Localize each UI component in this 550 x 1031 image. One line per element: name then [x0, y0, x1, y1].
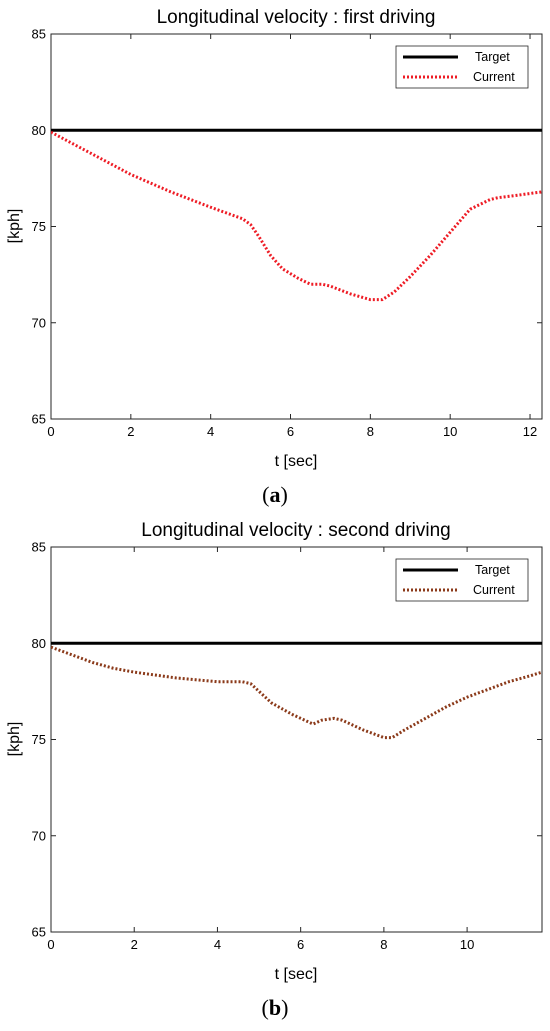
chart-a-legend: Target Current [395, 45, 529, 89]
chart-b-legend-target-label: Target [475, 563, 510, 577]
x-tick-label: 4 [207, 424, 214, 439]
y-tick-label: 65 [32, 412, 46, 427]
x-tick-label: 8 [380, 937, 387, 952]
chart-a-title: Longitudinal velocity : first driving [157, 7, 436, 28]
chart-a-legend-target-label: Target [475, 50, 510, 64]
chart-a-legend-current-label: Current [473, 70, 515, 84]
chart-a-xlabel: t [sec] [275, 453, 318, 470]
y-tick-label: 85 [32, 27, 46, 42]
x-tick-label: 10 [460, 937, 474, 952]
x-tick-label: 2 [131, 937, 138, 952]
chart-a-series [51, 128, 542, 302]
chart-b-series [51, 641, 542, 740]
x-tick-label: 2 [127, 424, 134, 439]
y-tick-label: 70 [32, 315, 46, 330]
chart-b: Longitudinal velocity : second driving 0… [6, 520, 543, 983]
y-tick-label: 75 [32, 732, 46, 747]
chart-a: Longitudinal velocity : first driving 0 2… [6, 7, 543, 470]
chart-b-legend-current-label: Current [473, 583, 515, 597]
x-tick-label: 4 [214, 937, 221, 952]
caption-a: (a) [262, 482, 288, 507]
x-tick-label: 12 [523, 424, 537, 439]
series-line-current [51, 645, 542, 740]
caption-a-letter: a [270, 482, 281, 507]
y-tick-label: 80 [32, 636, 46, 651]
y-tick-label: 70 [32, 828, 46, 843]
y-tick-label: 75 [32, 219, 46, 234]
x-tick-label: 6 [297, 937, 304, 952]
y-tick-label: 65 [32, 925, 46, 940]
x-tick-label: 0 [47, 937, 54, 952]
chart-a-y-ticks: 65 70 75 80 85 [32, 27, 542, 427]
x-tick-label: 8 [367, 424, 374, 439]
chart-b-title: Longitudinal velocity : second driving [141, 520, 450, 541]
x-tick-label: 0 [47, 424, 54, 439]
x-tick-label: 6 [287, 424, 294, 439]
x-tick-label: 10 [443, 424, 457, 439]
chart-a-plot-area [50, 33, 543, 420]
y-tick-label: 80 [32, 123, 46, 138]
chart-a-x-ticks: 0 2 4 6 8 10 12 [47, 34, 537, 439]
chart-b-y-ticks: 65 70 75 80 85 [32, 540, 542, 940]
chart-a-legend-box [395, 45, 529, 89]
chart-b-legend: Target Current [395, 558, 529, 602]
chart-b-xlabel: t [sec] [275, 966, 318, 983]
chart-b-ylabel: [kph] [6, 722, 23, 757]
y-tick-label: 85 [32, 540, 46, 555]
chart-b-plot-area [50, 546, 543, 933]
caption-b: (b) [262, 995, 289, 1020]
caption-b-letter: b [269, 995, 281, 1020]
chart-a-ylabel: [kph] [6, 209, 23, 244]
chart-b-x-ticks: 0 2 4 6 8 10 [47, 547, 474, 952]
chart-b-legend-box [395, 558, 529, 602]
